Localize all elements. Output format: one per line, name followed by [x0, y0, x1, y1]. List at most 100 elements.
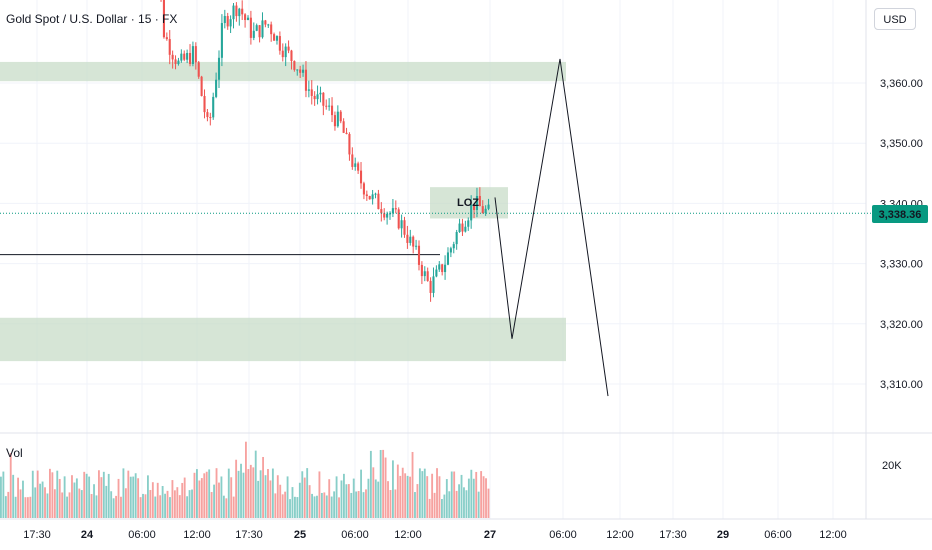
candle-body: [432, 276, 435, 293]
volume-bar: [181, 482, 184, 518]
candle-body: [415, 245, 418, 247]
volume-bar: [485, 478, 487, 518]
candle-body: [412, 236, 415, 247]
candle-body: [374, 193, 377, 195]
currency-selector[interactable]: USD: [874, 8, 916, 30]
volume-bar: [39, 483, 42, 518]
candle-body: [290, 50, 293, 62]
candle-body: [183, 53, 186, 60]
volume-bar: [139, 497, 142, 518]
volume-bar: [262, 456, 264, 518]
candle-body: [209, 117, 212, 119]
volume-bar: [372, 467, 375, 518]
candle-body: [333, 115, 336, 127]
volume-bar: [259, 470, 262, 518]
volume-bar: [2, 471, 5, 518]
volume-bar: [26, 497, 29, 518]
volume-bar: [433, 492, 436, 518]
volume-bar: [316, 495, 318, 518]
candle-body: [244, 14, 247, 20]
time-axis[interactable]: 17:30 24 06:00 12:00 17:30 25 06:00 12:00 27 06:0…: [23, 529, 847, 541]
candle-body: [284, 46, 287, 58]
volume-bar: [80, 490, 83, 518]
volume-bar: [107, 473, 110, 518]
candle-body: [342, 121, 345, 133]
volume-bar: [51, 472, 54, 518]
volume-bar: [44, 487, 46, 518]
price-axis[interactable]: 3,360.003,350.003,340.003,330.003,320.00…: [880, 78, 923, 391]
candle-body: [461, 223, 464, 232]
volume-bar: [36, 470, 39, 518]
volume-bar: [455, 490, 458, 518]
candle-body: [168, 39, 171, 55]
time-tick-label: 12:00: [606, 529, 634, 541]
volume-bar: [213, 484, 215, 518]
candle-body: [380, 209, 383, 214]
zone-rect[interactable]: [0, 317, 566, 362]
volume-bar: [191, 489, 193, 518]
volume-bar: [176, 487, 179, 518]
volume-bar: [276, 475, 279, 518]
candle-body: [357, 163, 360, 171]
price-tick-label: 3,320.00: [880, 319, 923, 331]
volume-bar: [73, 482, 76, 518]
volume-bar: [222, 495, 225, 518]
volume-bar: [460, 474, 463, 518]
volume-bar: [249, 464, 252, 518]
volume-bar: [343, 473, 345, 518]
volume-bar: [448, 491, 451, 518]
candle-body: [252, 30, 255, 38]
candle-body: [359, 170, 363, 184]
candle-body: [458, 223, 461, 233]
candle-body: [449, 248, 452, 253]
candle-body: [328, 105, 331, 107]
candle-body: [267, 24, 270, 26]
volume-bar: [105, 485, 108, 518]
volume-bar: [9, 453, 12, 518]
volume-bar: [31, 470, 34, 518]
volume-bar: [431, 473, 434, 518]
candle-body: [188, 52, 192, 64]
volume-bar: [384, 457, 387, 518]
volume-bar: [95, 495, 98, 518]
volume-bar: [401, 467, 404, 518]
volume-bar: [325, 495, 328, 518]
volume-bar: [115, 495, 117, 518]
volume-bar: [480, 471, 483, 518]
candle-body: [325, 105, 328, 107]
candle-body: [197, 62, 200, 77]
volume-bar: [394, 489, 397, 518]
time-tick-label: 27: [484, 529, 496, 541]
time-tick-label: 06:00: [549, 529, 577, 541]
volume-bar: [308, 485, 311, 518]
candlesticks: [160, 0, 490, 302]
zone-rect[interactable]: [0, 61, 566, 82]
volume-bar: [306, 468, 309, 518]
volume-bar: [365, 489, 367, 518]
volume-bar: [203, 473, 206, 518]
volume-bar: [472, 478, 475, 518]
volume-bar: [291, 487, 294, 518]
zones: [0, 61, 566, 362]
candle-body: [435, 269, 438, 277]
candle-body: [481, 206, 484, 214]
volume-bar: [198, 480, 201, 518]
volume-bar: [355, 491, 358, 518]
volume-bar: [220, 476, 223, 518]
candle-body: [455, 232, 458, 245]
candle-body: [186, 52, 189, 60]
candle-body: [171, 54, 174, 60]
time-tick-label: 06:00: [128, 529, 156, 541]
volume-bar: [267, 469, 269, 518]
projection-path[interactable]: [494, 58, 609, 397]
price-tick-label: 3,330.00: [880, 259, 923, 271]
volume-bar: [269, 480, 272, 518]
volume-bar: [178, 495, 181, 518]
candle-body: [270, 24, 273, 35]
volume-bar: [382, 449, 385, 518]
volume-bar: [100, 477, 103, 518]
volume-bar: [245, 441, 247, 518]
volume-bar: [399, 475, 402, 518]
candle-body: [310, 89, 313, 96]
